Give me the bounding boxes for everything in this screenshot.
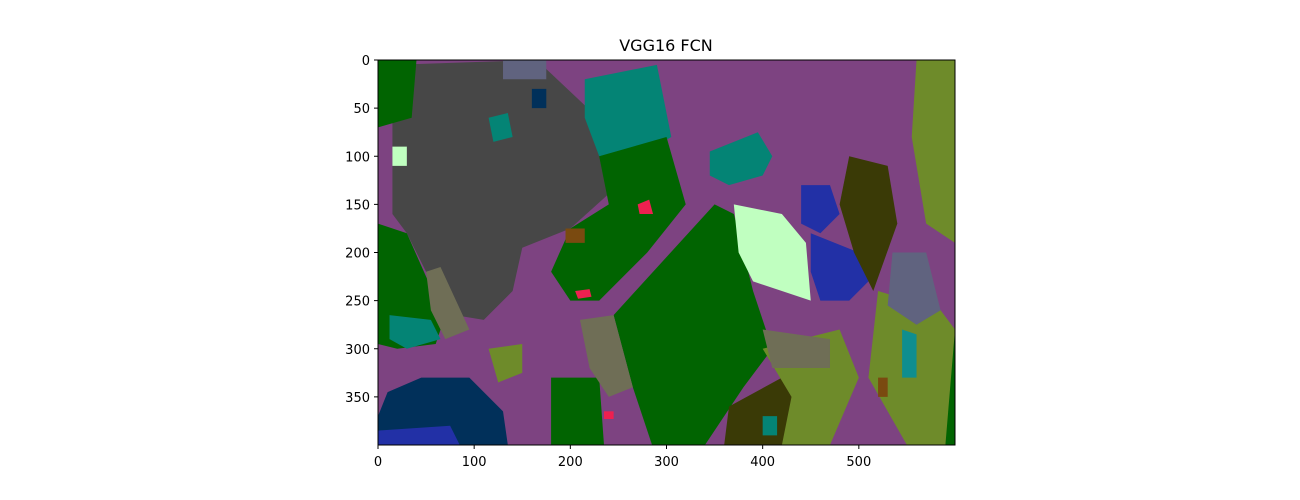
x-tick-label-200: 200 xyxy=(558,455,583,470)
region-blue-13 xyxy=(810,233,869,301)
y-tick-label-100: 100 xyxy=(345,150,370,165)
region-green-6 xyxy=(613,204,773,445)
region-cyan-24 xyxy=(902,329,917,378)
y-tick-label-0: 0 xyxy=(362,54,370,69)
region-blue-21 xyxy=(378,425,460,445)
x-axis: 0 100 200 300 400 500 xyxy=(374,445,871,470)
region-dark-olive-15 xyxy=(724,377,802,445)
segmentation-image xyxy=(378,60,955,445)
chart-title: VGG16 FCN xyxy=(619,36,713,55)
region-blue-12 xyxy=(801,185,840,234)
region-red-25 xyxy=(637,199,654,214)
region-red-27 xyxy=(603,411,614,420)
x-tick-label-400: 400 xyxy=(750,455,775,470)
region-slate-23 xyxy=(887,252,941,325)
segmentation-map xyxy=(378,60,955,445)
region-teal-32 xyxy=(488,112,513,142)
region-brown-29 xyxy=(565,228,585,243)
x-tick-label-0: 0 xyxy=(374,455,382,470)
region-green-7 xyxy=(551,377,604,445)
region-green-5 xyxy=(551,137,686,301)
y-tick-label-250: 250 xyxy=(345,295,370,310)
region-gray-0 xyxy=(392,60,619,320)
region-navy-20 xyxy=(378,377,508,445)
y-tick-label-350: 350 xyxy=(345,391,370,406)
region-teal-22 xyxy=(389,315,441,349)
y-tick-label-50: 50 xyxy=(353,102,370,117)
region-taupe-10 xyxy=(579,315,633,397)
region-dark-olive-14 xyxy=(839,156,898,291)
region-mint-28 xyxy=(392,146,407,166)
y-axis: 0 50 100 150 200 250 300 350 xyxy=(345,54,378,406)
region-taupe-33 xyxy=(762,329,830,368)
region-olive-16 xyxy=(911,60,955,243)
y-tick-label-200: 200 xyxy=(345,247,370,262)
region-olive-19 xyxy=(488,343,523,383)
x-tick-label-100: 100 xyxy=(462,455,487,470)
x-tick-label-300: 300 xyxy=(654,455,679,470)
x-tick-label-500: 500 xyxy=(846,455,871,470)
region-brown-30 xyxy=(878,377,888,397)
y-tick-label-300: 300 xyxy=(345,343,370,358)
region-red-26 xyxy=(575,289,592,299)
y-tick-label-150: 150 xyxy=(345,198,370,213)
region-teal-2 xyxy=(709,132,773,186)
region-teal-35 xyxy=(762,416,778,436)
region-navy-31 xyxy=(531,88,547,109)
region-mint-11 xyxy=(733,204,811,301)
region-green-3 xyxy=(378,60,417,128)
region-slate-34 xyxy=(503,60,547,80)
region-teal-1 xyxy=(584,64,672,162)
region-taupe-9 xyxy=(426,266,470,340)
